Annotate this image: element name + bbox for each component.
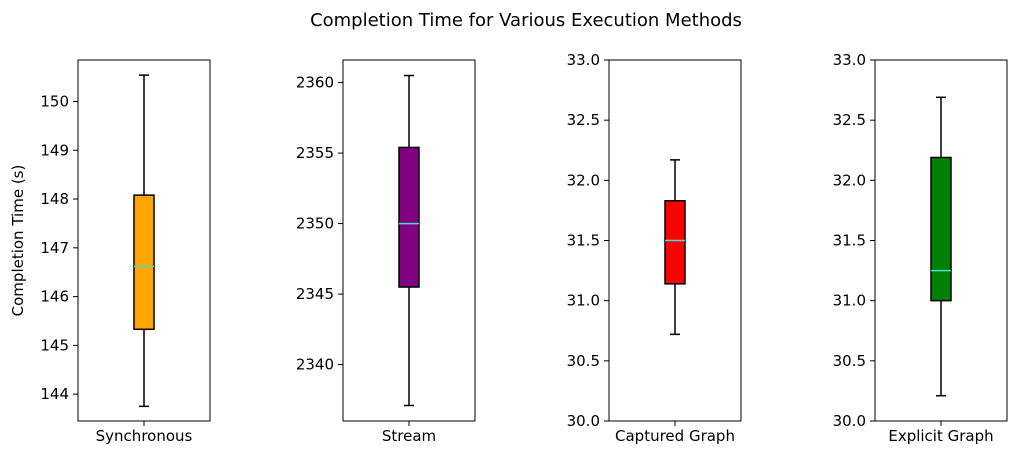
x-tick-label: Synchronous (96, 427, 193, 445)
y-tick-label: 30.5 (567, 352, 600, 370)
box (664, 200, 686, 285)
box (930, 156, 952, 302)
subplot-1: 2340 2345 2350 2355 2360 Stream (296, 59, 476, 445)
y-tick-label: 30.0 (567, 412, 600, 430)
y-tick-label: 31.0 (567, 292, 600, 310)
y-axis-label: Completion Time (s) (9, 165, 27, 317)
subplots: 144 145 146 147 148 149 150 Synchronous Completi… (9, 51, 1008, 445)
box (398, 146, 420, 288)
y-tick-label: 2345 (296, 285, 334, 303)
y-tick-label: 146 (40, 288, 69, 306)
x-tick-label: Stream (382, 427, 436, 445)
y-tick-label: 32.0 (567, 171, 600, 189)
y-tick-label: 149 (40, 141, 69, 159)
y-tick-label: 2355 (296, 144, 334, 162)
y-tick-label: 32.5 (833, 111, 866, 129)
y-tick-label: 147 (40, 239, 69, 257)
y-tick-label: 31.5 (567, 232, 600, 250)
chart-title: Completion Time for Various Execution Me… (310, 10, 742, 31)
y-tick-label: 150 (40, 92, 69, 110)
y-tick-label: 148 (40, 190, 69, 208)
y-tick-label: 32.5 (567, 111, 600, 129)
y-tick-label: 31.0 (833, 292, 866, 310)
y-tick-label: 30.0 (833, 412, 866, 430)
subplot-2: 30.0 30.5 31.0 31.5 32.0 32.5 33.0 Captured Gra… (567, 51, 742, 445)
y-tick-label: 33.0 (567, 51, 600, 69)
y-tick-label: 2340 (296, 356, 334, 374)
y-tick-label: 145 (40, 336, 69, 354)
y-tick-label: 31.5 (833, 232, 866, 250)
x-tick-label: Explicit Graph (888, 427, 993, 445)
y-tick-label: 144 (40, 385, 69, 403)
y-tick-label: 32.0 (833, 171, 866, 189)
box (133, 194, 155, 331)
y-tick-label: 2350 (296, 215, 334, 233)
y-tick-label: 30.5 (833, 352, 866, 370)
y-tick-label: 2360 (296, 74, 334, 92)
x-tick-label: Captured Graph (615, 427, 735, 445)
subplot-0: 144 145 146 147 148 149 150 Synchronous Completi… (9, 59, 211, 445)
subplot-3: 30.0 30.5 31.0 31.5 32.0 32.5 33.0 Explicit Gra… (833, 51, 1008, 445)
y-tick-label: 33.0 (833, 51, 866, 69)
